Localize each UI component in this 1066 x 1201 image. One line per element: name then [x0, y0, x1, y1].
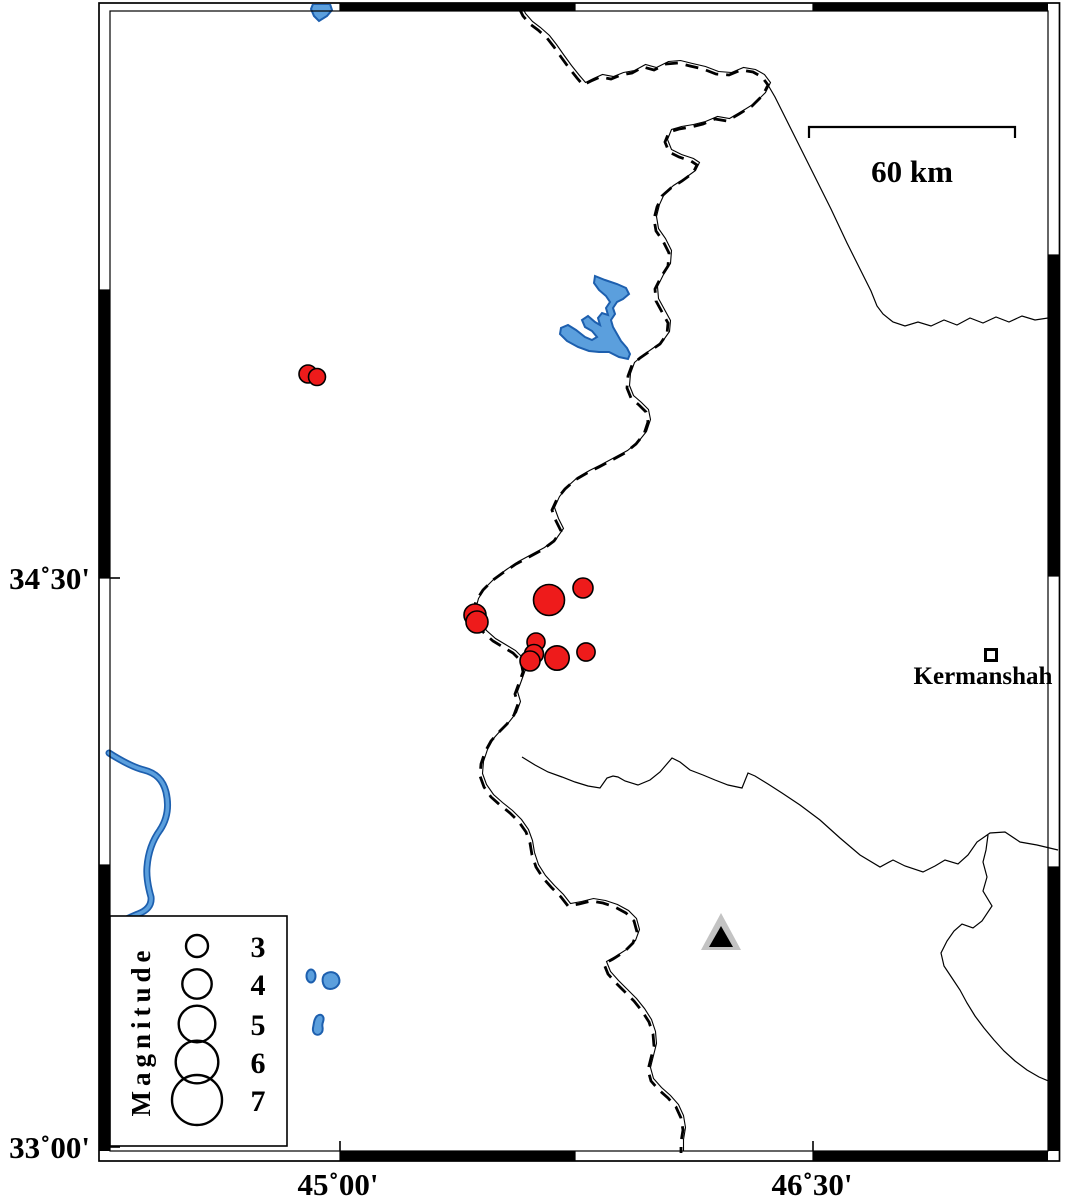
earthquake-marker — [532, 583, 566, 617]
scale-bar-bracket — [807, 125, 1017, 138]
earthquake-epicenters — [298, 364, 596, 672]
earthquake-marker — [465, 610, 489, 634]
lake-polygon — [558, 274, 632, 361]
magnitude-legend: Magnitude 3 4 5 6 7 — [109, 915, 288, 1147]
legend-magnitude-circle — [170, 1073, 224, 1127]
legend-magnitude-value: 7 — [251, 1085, 266, 1118]
pond-blob — [321, 971, 341, 991]
lake-north-fragment — [309, 4, 334, 23]
earthquake-marker — [543, 644, 570, 671]
frame-bands — [99, 3, 1060, 1161]
legend-magnitude-circle — [181, 968, 213, 1000]
scale-bar: 60 km — [807, 125, 1017, 189]
earthquake-marker — [572, 577, 594, 599]
legend-magnitude-value: 3 — [251, 931, 266, 964]
boundary-line-southeast — [521, 756, 1059, 873]
station-triangle — [701, 913, 741, 950]
legend-magnitude-value: 4 — [251, 969, 266, 1002]
boundary-line-south-branch — [940, 834, 1059, 1085]
annotation-ticks — [110, 577, 814, 1151]
legend-symbols: 3 4 5 6 7 — [170, 931, 266, 1127]
legend-box — [109, 915, 288, 1147]
frame-lines — [98, 2, 1061, 1162]
earthquake-marker — [576, 642, 596, 662]
city-label-group: Kermanshah — [914, 663, 1053, 690]
earthquake-marker — [519, 650, 541, 672]
legend-magnitude-circle — [184, 933, 210, 959]
pond-comma — [311, 1013, 325, 1036]
earthquake-marker — [307, 367, 327, 387]
legend-magnitude-value: 6 — [251, 1047, 266, 1080]
country-border-dashed — [471, 6, 770, 1155]
legend-magnitude-value: 5 — [251, 1009, 266, 1042]
city-label: Kermanshah — [914, 663, 1053, 690]
station-triangle-inner — [709, 926, 733, 947]
lon-label-46-30: 46˚30' — [772, 1167, 853, 1201]
pond-small — [305, 968, 317, 984]
lon-label-45-00: 45˚00' — [298, 1167, 379, 1201]
legend-magnitude-circle — [177, 1004, 217, 1044]
border-solid-line — [474, 4, 772, 1152]
map-content — [105, 4, 1059, 1155]
axis-annotations: 34˚30' 33˚00' 45˚00' 46˚30' — [9, 561, 852, 1201]
legend-title: Magnitude — [126, 945, 156, 1116]
lat-label-33-00: 33˚00' — [9, 1130, 90, 1165]
boundary-line-northeast — [767, 84, 1059, 327]
frame-segment-dividers — [99, 3, 1060, 1161]
legend-magnitude-circle — [174, 1039, 220, 1085]
scale-bar-label: 60 km — [871, 154, 953, 189]
river-core — [107, 751, 170, 923]
lat-label-34-30: 34˚30' — [9, 561, 90, 596]
city-square-marker — [984, 648, 998, 662]
